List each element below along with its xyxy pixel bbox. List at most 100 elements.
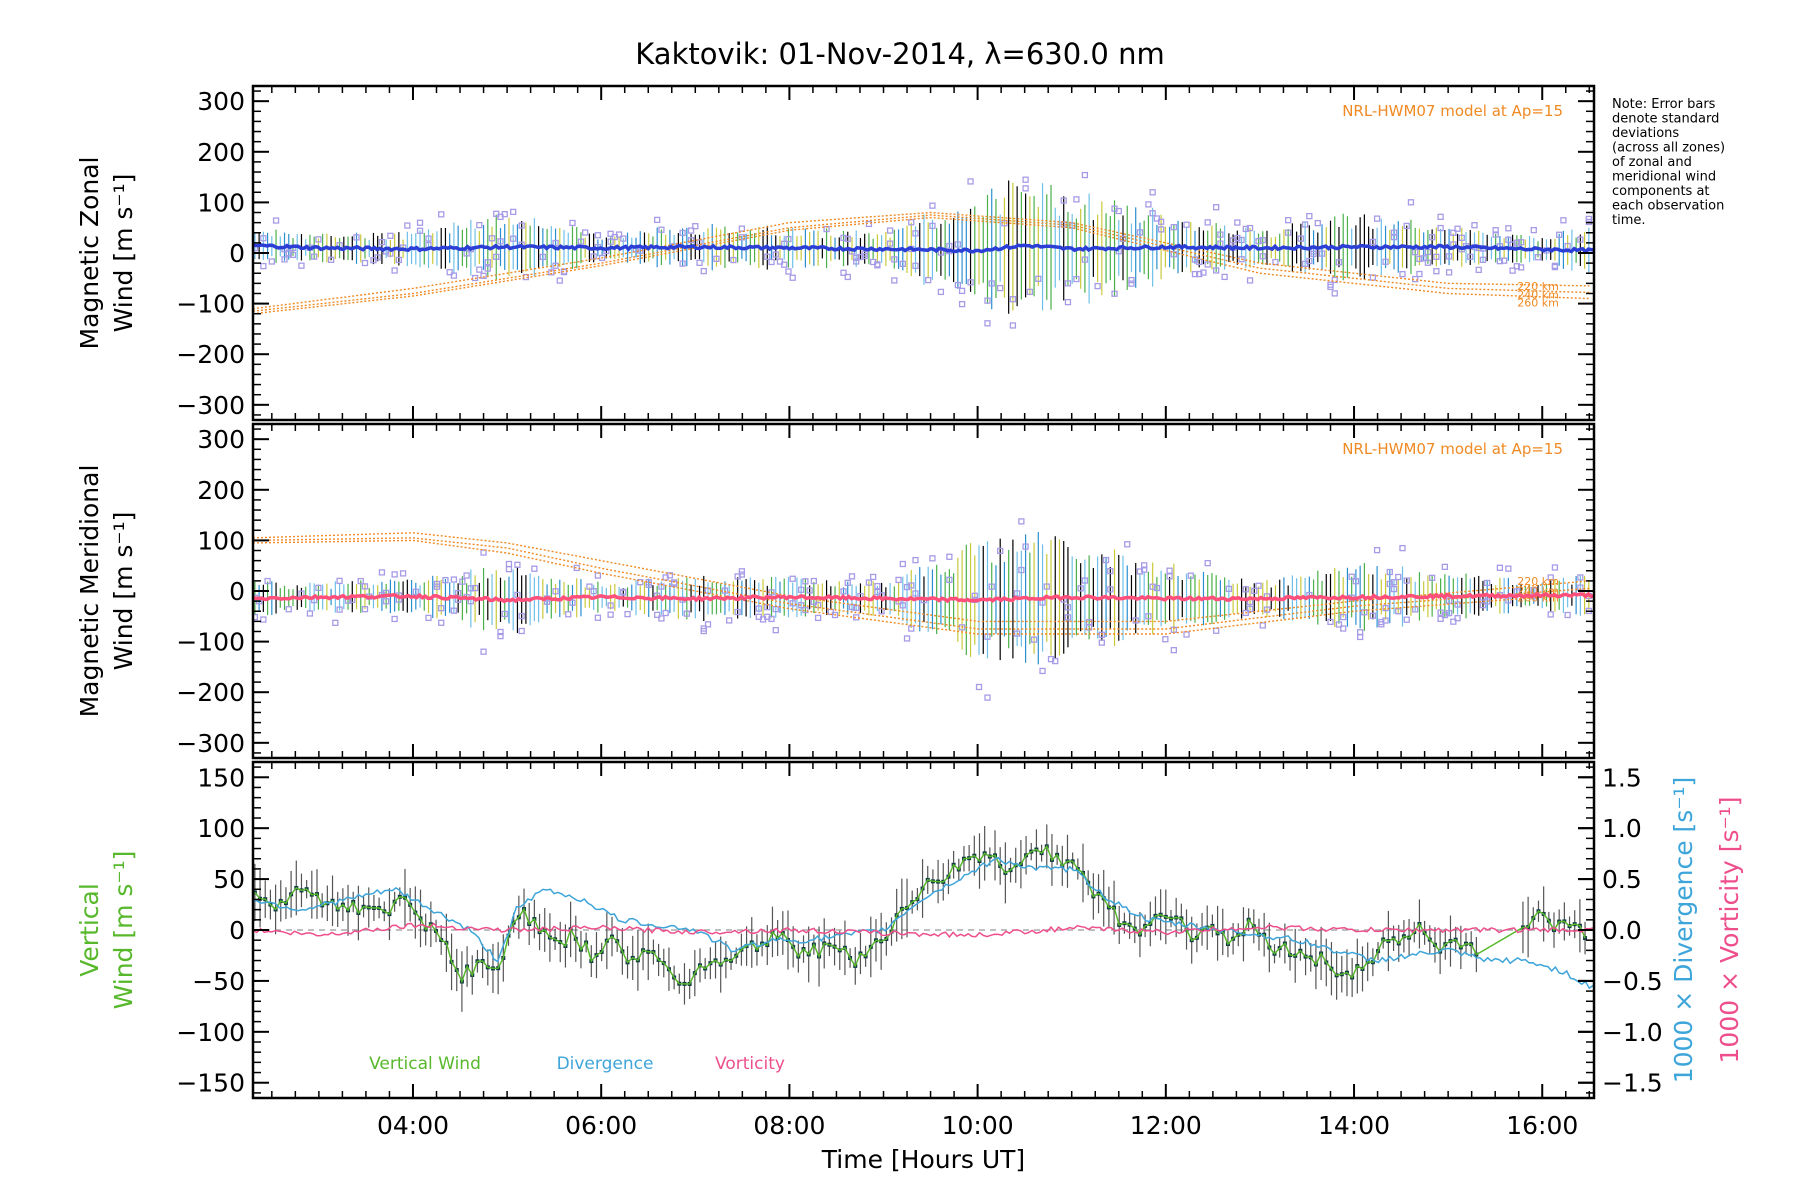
scatter-point <box>1416 255 1423 263</box>
scatter-point <box>1445 609 1453 617</box>
scatter-point <box>1255 582 1262 589</box>
scatter-point <box>1352 578 1360 585</box>
scatter-point <box>903 583 911 591</box>
scatter-point <box>878 608 885 615</box>
scatter-point <box>1213 627 1220 634</box>
scatter-point <box>912 262 919 269</box>
vorticity-line <box>253 922 1594 939</box>
scatter-point <box>912 230 919 237</box>
scatter-point <box>607 230 614 237</box>
y-tick-label: −100 <box>176 628 245 657</box>
scatter-point <box>1217 240 1224 247</box>
scatter-point <box>1259 622 1266 629</box>
scatter-point <box>1310 250 1317 258</box>
scatter-point <box>1246 277 1254 284</box>
scatter-point <box>1505 236 1512 243</box>
scatter-point <box>353 234 360 241</box>
scatter-point <box>1018 566 1025 574</box>
y-tick-label: −150 <box>176 1069 245 1098</box>
scatter-point <box>594 572 602 579</box>
scatter-point <box>480 648 487 655</box>
scatter-point <box>891 256 898 263</box>
scatter-point <box>1373 215 1381 222</box>
scatter-point <box>1022 176 1029 183</box>
scatter-point <box>1327 618 1334 626</box>
scatter-point <box>895 576 902 584</box>
note-line: meridional wind <box>1612 170 1716 185</box>
scatter-point <box>1412 249 1419 256</box>
scatter-point <box>997 284 1004 292</box>
scatter-point <box>1509 267 1516 274</box>
scatter-point <box>802 578 809 585</box>
scatter-point <box>1390 233 1398 241</box>
legend-item: Divergence <box>557 1054 654 1074</box>
scatter-point <box>789 575 796 582</box>
scatter-point <box>865 579 873 586</box>
scatter-point <box>361 583 369 590</box>
x-tick-label: 16:00 <box>1506 1111 1578 1140</box>
scatter-point <box>1416 270 1423 278</box>
scatter-point <box>806 587 813 594</box>
scatter-point <box>1564 242 1571 250</box>
scatter-point <box>1013 590 1021 597</box>
scatter-point <box>1285 217 1292 224</box>
scatter-point <box>1433 268 1440 275</box>
scatter-point <box>289 251 297 259</box>
scatter-point <box>1318 250 1326 257</box>
scatter-point <box>1221 273 1228 281</box>
scatter-point <box>497 628 504 636</box>
scatter-point <box>1577 574 1584 581</box>
scatter-point <box>1551 263 1559 271</box>
mean-wind-line <box>253 591 1594 604</box>
scatter-point <box>594 232 602 239</box>
scatter-point <box>734 608 741 616</box>
scatter-point <box>929 222 936 230</box>
scatter-point <box>1513 263 1520 270</box>
scatter-point <box>1445 253 1453 260</box>
scatter-point <box>1183 631 1190 638</box>
scatter-point <box>679 229 686 237</box>
scatter-point <box>1009 322 1017 329</box>
scatter-point <box>1335 621 1343 628</box>
model-label: NRL-HWM07 model at Ap=15 <box>1342 102 1563 120</box>
scatter-point <box>518 612 525 620</box>
scatter-point <box>899 260 906 268</box>
legend-item: Vorticity <box>715 1054 785 1074</box>
scatter-point <box>954 281 961 289</box>
y-tick-label: 100 <box>197 814 245 843</box>
scatter-point <box>1496 564 1504 571</box>
scatter-point <box>315 584 322 592</box>
scatter-point <box>1153 215 1161 222</box>
scatter-point <box>730 256 737 264</box>
scatter-point <box>1022 543 1029 550</box>
scatter-point <box>615 231 623 238</box>
scatter-point <box>781 261 788 268</box>
scatter-point <box>425 235 432 242</box>
scatter-point <box>1128 276 1135 284</box>
y-tick-label: −200 <box>176 340 245 369</box>
scatter-point <box>510 208 517 216</box>
scatter-point <box>1064 604 1072 611</box>
note-line: (across all zones) <box>1612 141 1725 156</box>
scatter-point <box>387 232 394 239</box>
scatter-point <box>1259 237 1266 244</box>
scatter-point <box>1505 565 1512 572</box>
scatter-point <box>1115 207 1122 215</box>
scatter-point <box>480 272 487 279</box>
scatter-point <box>336 606 343 613</box>
x-tick-label: 04:00 <box>377 1111 449 1140</box>
model-altitude-label: 260 km <box>1517 297 1559 310</box>
scatter-point <box>501 211 508 218</box>
scatter-point <box>1395 608 1402 615</box>
scatter-point <box>505 566 513 573</box>
scatter-point <box>768 615 775 623</box>
scatter-point <box>438 619 445 626</box>
scatter-point <box>598 254 606 262</box>
scatter-point <box>997 547 1004 555</box>
scatter-point <box>1141 562 1148 569</box>
scatter-point <box>1420 255 1427 262</box>
scatter-point <box>1162 636 1169 643</box>
scatter-point <box>700 627 707 635</box>
scatter-point <box>253 613 259 621</box>
scatter-point <box>954 241 961 248</box>
